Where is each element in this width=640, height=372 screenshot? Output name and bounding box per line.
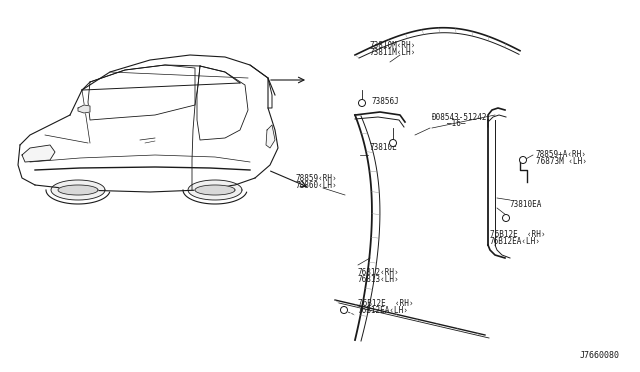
Polygon shape <box>195 185 235 195</box>
Text: 76B12EA‹LH›: 76B12EA‹LH› <box>358 306 409 315</box>
Text: 73810EA: 73810EA <box>510 200 542 209</box>
Circle shape <box>390 140 397 147</box>
Text: 76812‹RH›: 76812‹RH› <box>358 268 399 277</box>
Text: 76873M ‹LH›: 76873M ‹LH› <box>536 157 587 166</box>
Polygon shape <box>266 125 275 148</box>
Polygon shape <box>51 180 105 200</box>
Text: 76813‹LH›: 76813‹LH› <box>358 275 399 284</box>
Text: 78859‹RH›: 78859‹RH› <box>295 174 337 183</box>
Text: 73810M‹RH›: 73810M‹RH› <box>370 41 416 50</box>
Text: 73810E: 73810E <box>370 143 397 152</box>
Polygon shape <box>22 145 55 162</box>
Polygon shape <box>188 180 242 200</box>
Text: J7660080: J7660080 <box>580 351 620 360</box>
Circle shape <box>358 99 365 106</box>
Text: 73811M‹LH›: 73811M‹LH› <box>370 48 416 57</box>
Text: 73856J: 73856J <box>372 97 400 106</box>
Circle shape <box>340 307 348 314</box>
Text: 78859+A‹RH›: 78859+A‹RH› <box>536 150 587 159</box>
Text: 76B12E  ‹RH›: 76B12E ‹RH› <box>490 230 545 239</box>
Polygon shape <box>78 105 90 113</box>
Text: —16—: —16— <box>447 119 465 128</box>
Circle shape <box>502 215 509 221</box>
Polygon shape <box>58 185 98 195</box>
Text: Ð08543-51242: Ð08543-51242 <box>432 113 488 122</box>
Text: 76B12EA‹LH›: 76B12EA‹LH› <box>490 237 541 246</box>
Text: 78860‹LH›: 78860‹LH› <box>295 181 337 190</box>
Circle shape <box>520 157 527 164</box>
Text: 76B12E  ‹RH›: 76B12E ‹RH› <box>358 299 413 308</box>
